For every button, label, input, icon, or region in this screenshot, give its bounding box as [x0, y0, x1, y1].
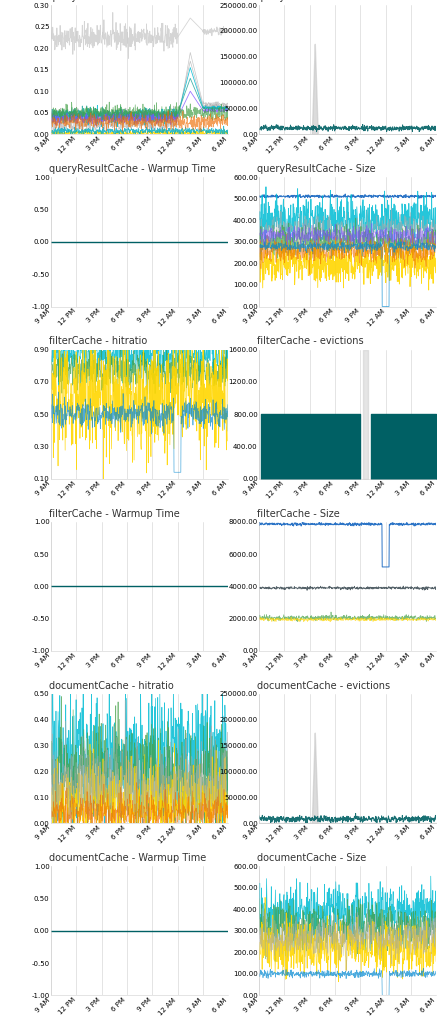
Text: queryResultCache - Warmup Time: queryResultCache - Warmup Time — [49, 164, 215, 174]
Text: filterCache - hitratio: filterCache - hitratio — [49, 337, 147, 346]
Text: documentCache - hitratio: documentCache - hitratio — [49, 681, 174, 691]
Text: filterCache - evictions: filterCache - evictions — [257, 337, 364, 346]
Text: filterCache - Size: filterCache - Size — [257, 509, 340, 518]
Text: queryResultCache - evictions: queryResultCache - evictions — [257, 0, 400, 2]
Text: filterCache - Warmup Time: filterCache - Warmup Time — [49, 509, 179, 518]
Text: queryResultCache - Size: queryResultCache - Size — [257, 164, 376, 174]
Text: documentCache - Warmup Time: documentCache - Warmup Time — [49, 853, 206, 863]
Text: queryResultCache - hitratio: queryResultCache - hitratio — [49, 0, 183, 2]
Text: documentCache - evictions: documentCache - evictions — [257, 681, 390, 691]
Text: documentCache - Size: documentCache - Size — [257, 853, 366, 863]
